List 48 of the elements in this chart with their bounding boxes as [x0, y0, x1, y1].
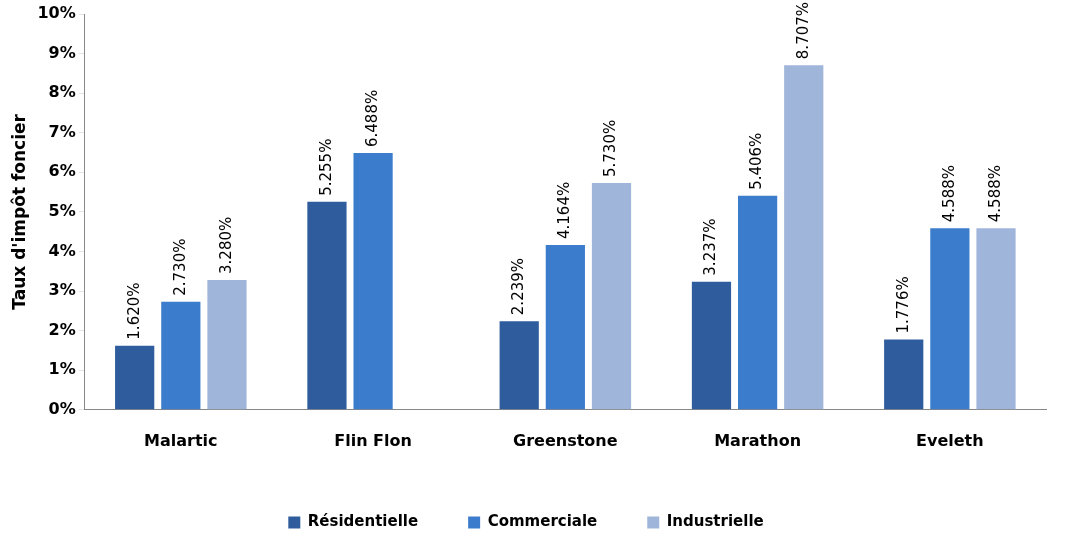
- data-label: 5.730%: [601, 119, 620, 178]
- bar: [545, 244, 585, 410]
- y-tick-label: 3%: [48, 280, 76, 300]
- bar: [307, 201, 347, 410]
- y-tick-label: 0%: [48, 398, 76, 418]
- bar: [353, 153, 393, 410]
- data-label: 1.620%: [124, 282, 143, 340]
- bar: [591, 183, 632, 410]
- data-label: 5.406%: [747, 132, 766, 190]
- x-tick-label: Malartic: [144, 430, 218, 450]
- x-tick-label: Eveleth: [916, 430, 984, 450]
- data-label: 3.237%: [701, 218, 720, 276]
- y-tick-label: 10%: [37, 3, 76, 23]
- y-tick-label: 4%: [48, 240, 76, 260]
- bar: [784, 65, 824, 410]
- bar: [738, 195, 778, 410]
- legend-label: Commerciale: [487, 512, 598, 531]
- data-label: 5.255%: [316, 138, 335, 196]
- legend-label: Industrielle: [666, 512, 764, 531]
- bar: [976, 228, 1016, 410]
- legend-label: Résidentielle: [307, 512, 419, 531]
- bar: [207, 279, 247, 410]
- y-tick-label: 5%: [48, 201, 76, 221]
- bar: [930, 228, 970, 410]
- y-axis-title: Taux d'impôt foncier: [8, 113, 29, 310]
- y-tick-label: 6%: [48, 161, 76, 181]
- data-label: 8.707%: [793, 1, 812, 60]
- data-label: 1.776%: [893, 276, 912, 334]
- data-label: 6.488%: [362, 89, 381, 147]
- y-tick-label: 9%: [48, 42, 76, 62]
- y-tick-label: 7%: [48, 121, 76, 141]
- bar: [691, 281, 732, 410]
- data-label: 4.164%: [555, 181, 574, 239]
- bar: [161, 301, 201, 410]
- y-tick-label: 1%: [48, 359, 76, 379]
- data-label: 2.239%: [509, 257, 528, 316]
- data-label: 4.588%: [985, 165, 1004, 223]
- bar: [115, 345, 155, 410]
- x-tick-label: Greenstone: [513, 430, 618, 450]
- data-label: 2.730%: [170, 238, 189, 296]
- data-label: 4.588%: [939, 165, 958, 223]
- data-label: 3.280%: [216, 216, 235, 274]
- bar: [499, 321, 539, 410]
- x-tick-label: Marathon: [714, 430, 802, 450]
- y-tick-label: 8%: [48, 82, 76, 102]
- bar: [884, 339, 924, 410]
- y-tick-label: 2%: [48, 319, 76, 339]
- x-tick-label: Flin Flon: [334, 430, 412, 450]
